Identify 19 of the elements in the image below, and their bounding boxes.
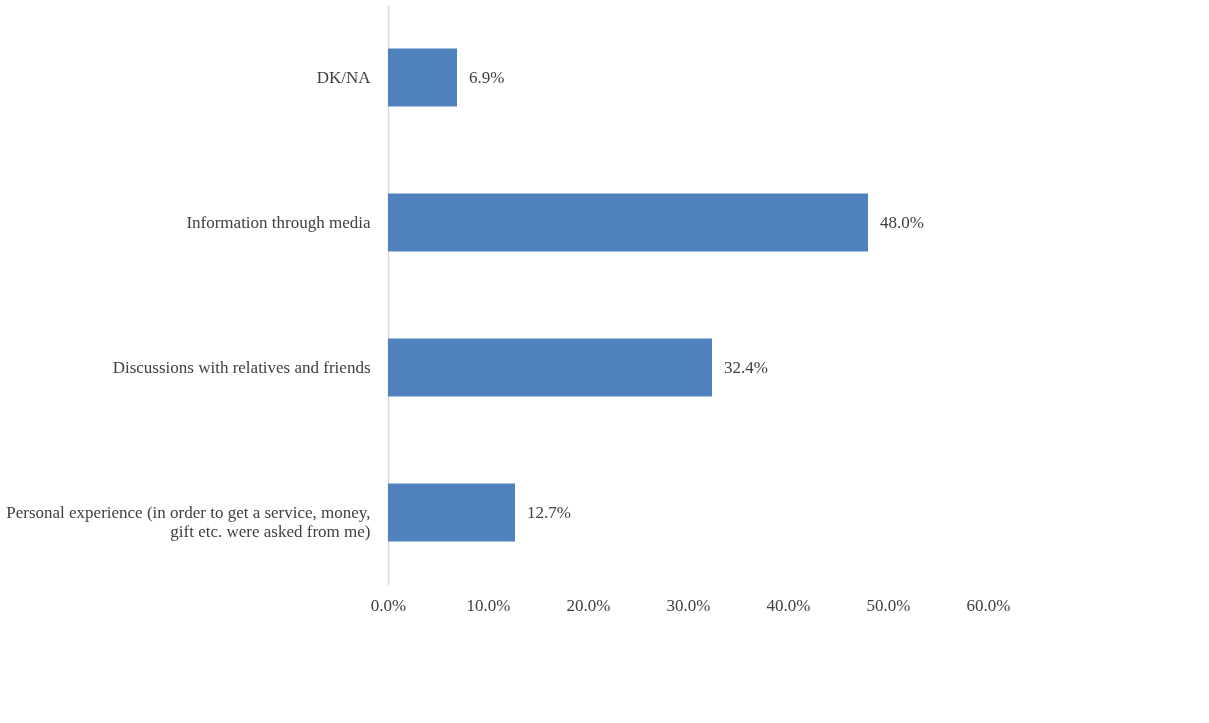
data-label: 48.0%: [880, 212, 924, 232]
x-tick-label: 30.0%: [666, 595, 711, 615]
x-tick-label: 50.0%: [866, 595, 911, 615]
y-tick-label: Information through media: [186, 212, 371, 232]
bar: [388, 483, 515, 542]
bar: [388, 338, 712, 397]
data-label: 32.4%: [724, 357, 768, 377]
bar: [388, 193, 868, 252]
data-label: 6.9%: [469, 67, 505, 87]
x-tick-label: 0.0%: [370, 595, 407, 615]
y-tick-label: DK/NA: [316, 67, 372, 87]
x-tick-label: 20.0%: [566, 595, 611, 615]
x-tick-label: 10.0%: [466, 595, 511, 615]
x-tick-label: 60.0%: [966, 595, 1011, 615]
bar: [388, 48, 457, 107]
y-tick-label: Personal experience (in order to get a service, money, gift etc. were asked from me): [6, 502, 371, 541]
x-tick-label: 40.0%: [766, 595, 811, 615]
y-tick-label: Discussions with relatives and friends: [112, 357, 371, 377]
data-label: 12.7%: [527, 502, 571, 522]
